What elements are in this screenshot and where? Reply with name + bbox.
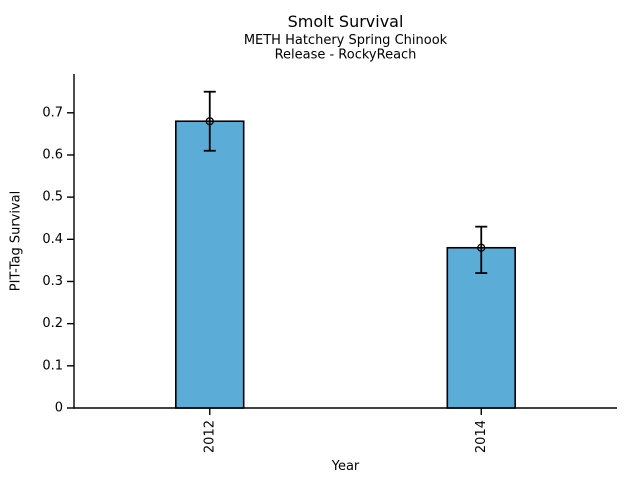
y-tick-label: 0.1 — [42, 358, 63, 373]
y-tick-label: 0.2 — [42, 316, 63, 331]
y-axis-label: PIT-Tag Survival — [9, 191, 24, 291]
mean-point-marker — [477, 243, 486, 252]
chart-title: Smolt Survival — [288, 12, 404, 31]
x-axis-label: Year — [331, 459, 360, 474]
y-tick-label: 0.4 — [42, 232, 63, 247]
y-tick-label: 0.6 — [42, 147, 63, 162]
y-tick-label: 0.7 — [42, 105, 63, 120]
mean-point-marker — [205, 117, 214, 126]
y-tick-label: 0.3 — [42, 274, 63, 289]
plot-area: 2012 2014 0 0.1 0.2 0.3 0.4 0.5 0.6 0.7 Year PIT-Ta… — [9, 74, 617, 474]
chart-subtitle-line1: METH Hatchery Spring Chinook — [244, 33, 448, 48]
x-tick-label: 2012 — [202, 420, 217, 453]
y-tick-label: 0 — [55, 401, 63, 416]
y-tick-label: 0.5 — [42, 190, 63, 205]
x-tick-label: 2014 — [474, 420, 489, 453]
bar-2014 — [446, 246, 516, 409]
chart-subtitle-line2: Release - RockyReach — [275, 48, 417, 63]
bar-2012 — [175, 120, 245, 409]
